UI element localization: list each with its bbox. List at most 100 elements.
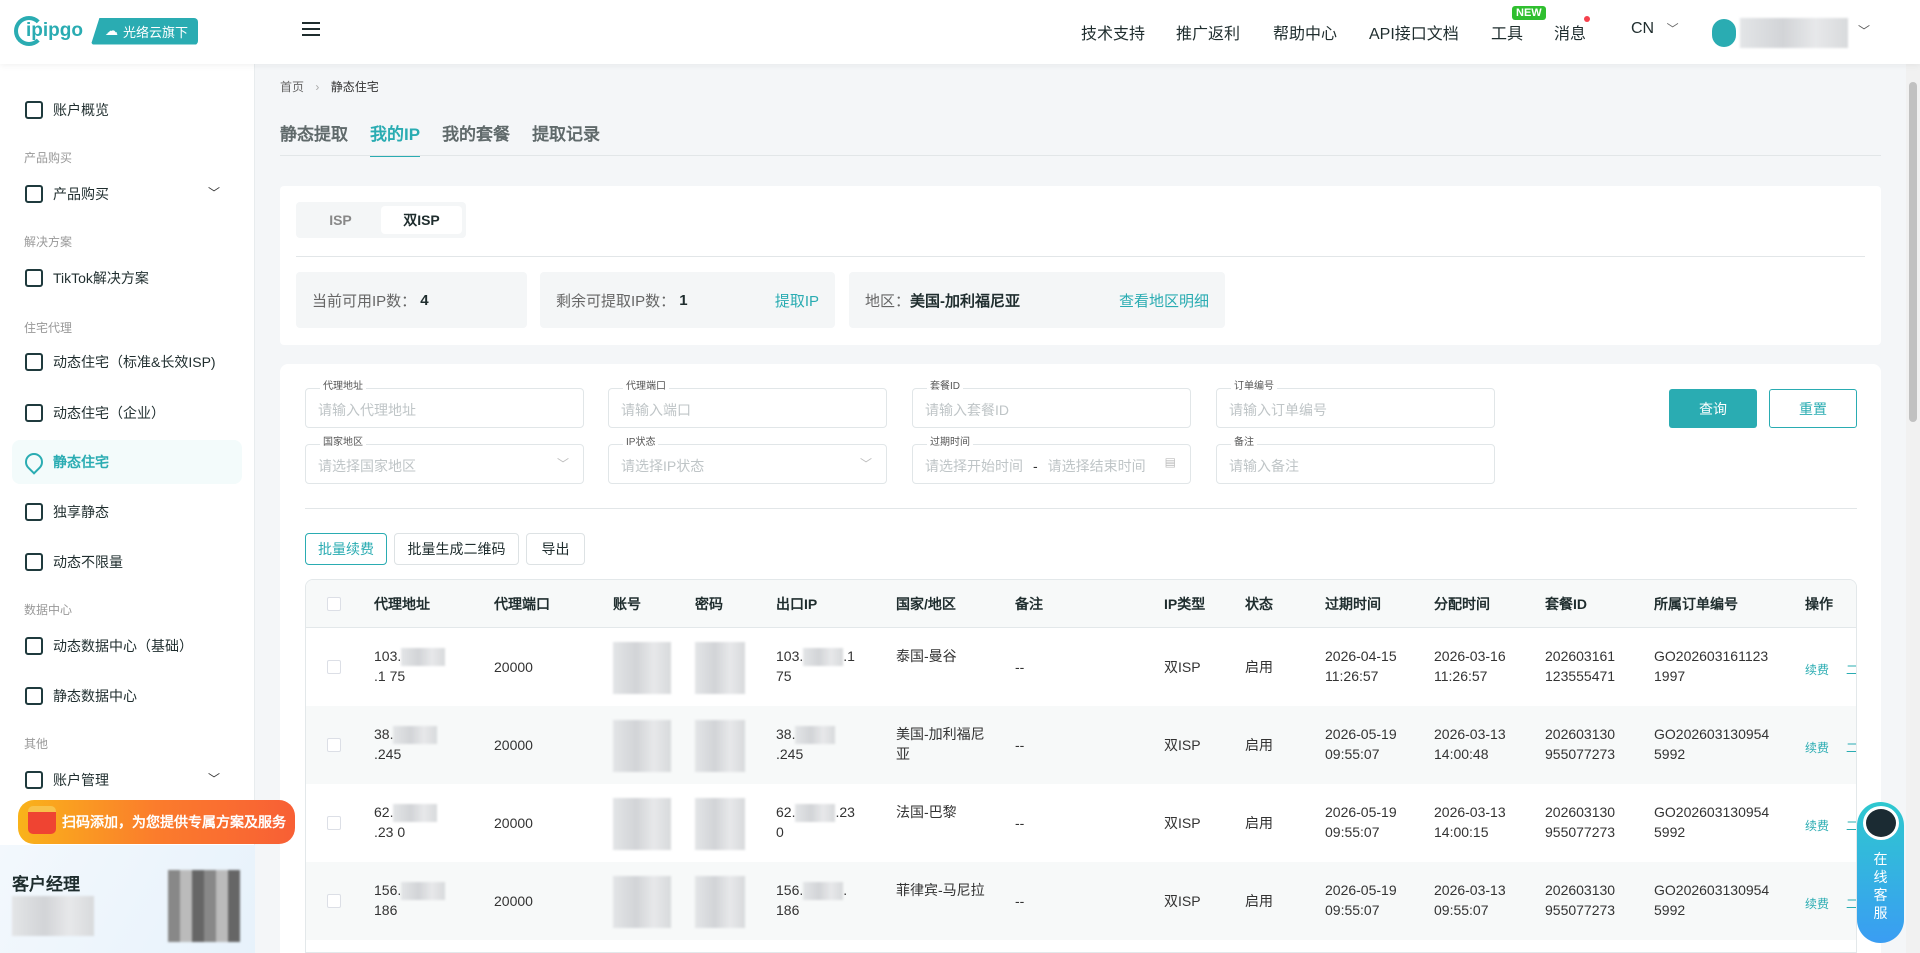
qr-link[interactable]: 二 <box>1846 663 1857 677</box>
renew-link[interactable]: 续费 <box>1805 897 1830 911</box>
sidebar-item-13[interactable]: 静态数据中心 <box>12 674 242 718</box>
filter-2[interactable]: 套餐ID 请输入套餐ID <box>912 381 1191 428</box>
account-blurred <box>613 798 671 850</box>
ip-blurred <box>393 804 438 823</box>
row-checkbox[interactable] <box>327 894 341 908</box>
ip-blurred <box>795 804 836 823</box>
sidebar-item-label: 动态住宅（企业） <box>53 405 165 421</box>
password-blurred <box>695 720 745 772</box>
proxy-address: 62. .23 0 <box>374 802 454 842</box>
renew-link[interactable]: 续费 <box>1805 663 1830 677</box>
filter-1[interactable]: 代理端口 请输入端口 <box>608 381 887 428</box>
proxy-address: 156. 186 <box>374 880 454 920</box>
filter-3[interactable]: 订单编号 请输入订单编号 <box>1216 381 1495 428</box>
language-select[interactable]: CN ﹀ <box>1631 20 1679 38</box>
proxy-address: 103. .1 75 <box>374 646 454 686</box>
promo-banner[interactable]: 扫码添加，为您提供专属方案及服务 <box>18 800 295 844</box>
nav-referral[interactable]: 推广返利 <box>1176 26 1241 43</box>
filter-label: 备注 <box>1231 437 1257 449</box>
sidebar-item-9[interactable]: 独享静态 <box>12 490 242 534</box>
sidebar-item-6[interactable]: 动态住宅（标准&长效ISP) <box>12 340 242 384</box>
filter-6[interactable]: 过期时间 请选择开始时间 - 请选择结束时间 ▤ <box>912 437 1191 484</box>
end-date-input[interactable]: 请选择结束时间 <box>1047 458 1146 474</box>
qr-link[interactable]: 二 <box>1846 897 1857 911</box>
tab-my-packages[interactable]: 我的套餐 <box>442 125 511 144</box>
column-header: 国家/地区 <box>896 596 956 612</box>
proxy-port: 20000 <box>494 815 533 831</box>
logo-badge-text: 光络云旗下 <box>122 24 188 40</box>
exit-ip: 38. .245 <box>776 724 856 764</box>
tab-static-extract[interactable]: 静态提取 <box>280 125 348 144</box>
extract-ip-link[interactable]: 提取IP <box>774 292 819 310</box>
logo[interactable]: ipipgo ☁ 光络云旗下 <box>14 16 198 46</box>
tab-my-ip[interactable]: 我的IP <box>370 120 421 157</box>
sidebar-item-12[interactable]: 动态数据中心（基础） <box>12 624 242 668</box>
online-service-button[interactable]: 在线客服 <box>1857 802 1904 943</box>
column-header: 状态 <box>1245 596 1273 612</box>
toggle-dual-isp[interactable]: 双ISP <box>381 206 462 234</box>
sidebar-item-label: 账户管理 <box>53 772 109 788</box>
view-region-detail-link[interactable]: 查看地区明细 <box>1118 292 1209 310</box>
sidebar-group-label: 产品购买 <box>24 151 73 165</box>
sidebar-item-8[interactable]: 静态住宅 <box>12 440 242 484</box>
row-checkbox[interactable] <box>327 816 341 830</box>
bag-icon <box>25 185 43 203</box>
sidebar-item-4[interactable]: TikTok解决方案 <box>12 256 242 300</box>
nav-tools[interactable]: 工具 <box>1491 26 1524 43</box>
stat-value: 美国-加利福尼亚 <box>910 292 1021 310</box>
nav-tech-support[interactable]: 技术支持 <box>1081 26 1146 43</box>
nav-help-center[interactable]: 帮助中心 <box>1273 26 1338 43</box>
divider <box>296 256 1865 257</box>
ip-type: 双ISP <box>1164 815 1201 831</box>
filter-4[interactable]: 国家地区 请选择国家地区 ﹀ <box>305 437 584 484</box>
sidebar-item-2[interactable]: 产品购买 ﹀ <box>12 172 242 216</box>
renew-link[interactable]: 续费 <box>1805 741 1830 755</box>
location-icon <box>21 449 47 475</box>
renew-link[interactable]: 续费 <box>1805 819 1830 833</box>
export-button[interactable]: 导出 <box>526 533 585 565</box>
breadcrumb-separator-icon: › <box>315 80 320 94</box>
scrollbar-thumb[interactable] <box>1909 82 1917 422</box>
account-blurred <box>613 876 671 928</box>
column-header: 代理地址 <box>374 596 430 612</box>
top-header: ipipgo ☁ 光络云旗下 技术支持 推广返利 帮助中心 API接口文档 工具 … <box>0 0 1920 64</box>
nav-api-docs[interactable]: API接口文档 <box>1369 26 1459 43</box>
reset-button[interactable]: 重置 <box>1769 389 1857 428</box>
query-button[interactable]: 查询 <box>1669 389 1757 428</box>
row-checkbox[interactable] <box>327 738 341 752</box>
qr-link[interactable]: 二 <box>1846 819 1857 833</box>
batch-renew-button[interactable]: 批量续费 <box>305 533 387 565</box>
sidebar-item-10[interactable]: 动态不限量 <box>12 540 242 584</box>
chevron-down-icon: ﹀ <box>207 186 220 200</box>
sidebar-item-15[interactable]: 账户管理 ﹀ <box>12 758 242 802</box>
filter-0[interactable]: 代理地址 请输入代理地址 <box>305 381 584 428</box>
breadcrumb-home[interactable]: 首页 <box>280 80 305 94</box>
row-checkbox[interactable] <box>327 660 341 674</box>
assigned-time: 2026-03-13 09:55:07 <box>1434 882 1506 918</box>
toggle-isp[interactable]: ISP <box>329 212 352 228</box>
start-date-input[interactable]: 请选择开始时间 <box>925 458 1023 474</box>
country: 美国-加利福尼亚 <box>896 726 985 762</box>
sidebar-item-0[interactable]: 账户概览 <box>12 88 242 132</box>
avatar[interactable] <box>1712 19 1736 47</box>
sidebar-item-7[interactable]: 动态住宅（企业） <box>12 391 242 435</box>
filter-placeholder: 请选择IP状态 <box>621 458 705 474</box>
qr-link[interactable]: 二 <box>1846 741 1857 755</box>
select-all-checkbox[interactable] <box>327 597 341 611</box>
status: 启用 <box>1245 659 1273 675</box>
nav-messages[interactable]: 消息 <box>1554 26 1587 43</box>
status: 启用 <box>1245 893 1273 909</box>
manager-contact-blurred <box>12 896 94 936</box>
exit-ip: 62. .23 0 <box>776 802 856 842</box>
user-menu-chevron-icon[interactable]: ﹀ <box>1858 24 1871 38</box>
column-header: 备注 <box>1015 596 1043 612</box>
filter-7[interactable]: 备注 请输入备注 <box>1216 437 1495 484</box>
filter-5[interactable]: IP状态 请选择IP状态 ﹀ <box>608 437 887 484</box>
remark: -- <box>1015 893 1025 909</box>
country: 法国-巴黎 <box>896 804 957 820</box>
menu-toggle-icon[interactable] <box>302 22 320 36</box>
package-id: 202603130 955077273 <box>1545 726 1616 762</box>
batch-qr-button[interactable]: 批量生成二维码 <box>394 533 519 565</box>
tab-extract-records[interactable]: 提取记录 <box>532 125 601 144</box>
ip-prefix: 103. <box>776 648 804 664</box>
